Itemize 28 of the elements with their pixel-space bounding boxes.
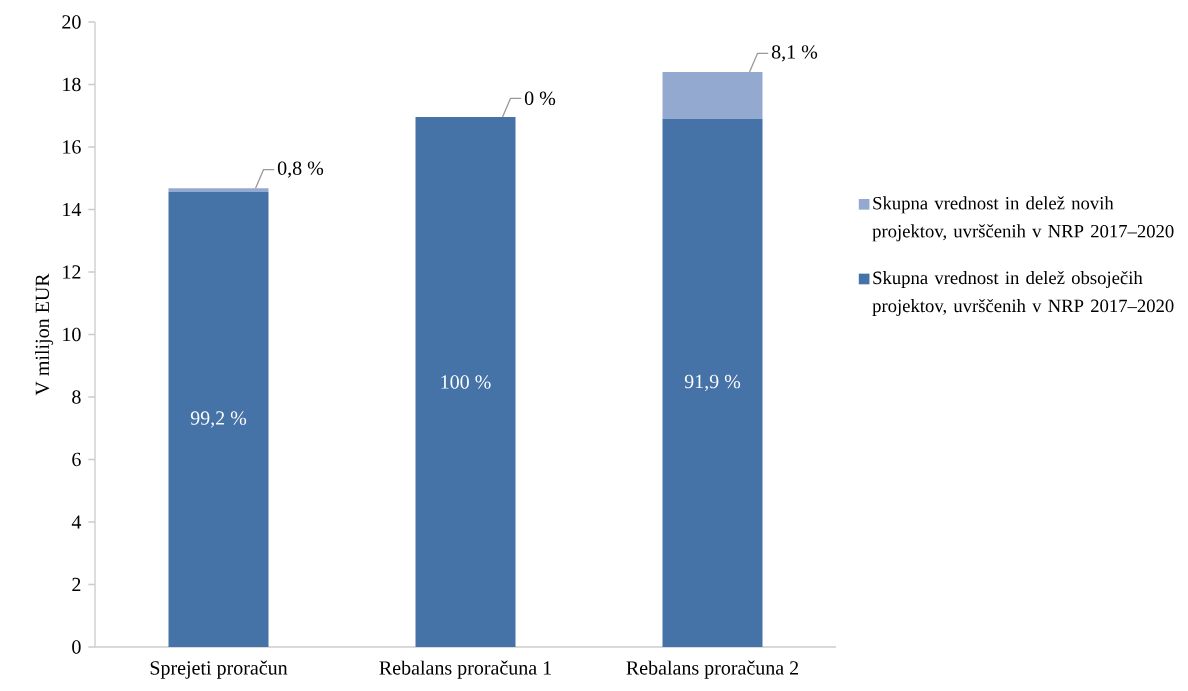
y-tick-label: 4	[71, 515, 82, 529]
y-tick-label: 20	[62, 15, 81, 29]
bar	[168, 191, 269, 647]
y-tick-label: 10	[63, 327, 81, 342]
annotation: 100 %	[441, 375, 491, 389]
bar	[662, 71, 763, 119]
bar	[662, 118, 763, 647]
x-tick-label: Rebalans proračuna 1	[379, 660, 551, 679]
bar	[168, 188, 269, 192]
annotation: 8,1 %	[771, 45, 818, 62]
annotation: 99,2 %	[190, 411, 247, 428]
y-tick-label: 18	[63, 77, 81, 92]
y-tick-label: 2	[72, 577, 81, 592]
annotation: 0,8 %	[277, 161, 324, 178]
legend-label: Skupna vrednost in delež novih projektov, uvrščenih v NRP 2017–2020	[872, 196, 1174, 242]
x-tick-label: Sprejeti proračun	[150, 660, 288, 679]
y-tick-label: 12	[63, 265, 81, 279]
y-tick-label: 6	[72, 452, 81, 467]
bar	[415, 116, 516, 647]
x-tick-label: Rebalans proračuna 2	[626, 660, 799, 679]
y-axis-title: V milijon EUR	[35, 273, 54, 396]
y-tick-label: 14	[63, 202, 82, 217]
y-tick-label: 8	[72, 390, 81, 404]
annotation: 0 %	[524, 91, 556, 106]
y-tick-label: 16	[63, 140, 81, 154]
legend-label: Skupna vrednost in delež obsoječih projektov, uvrščenih v NRP 2017–2020	[872, 271, 1174, 316]
y-tick-label: 0	[72, 640, 81, 654]
annotation: 91,9 %	[684, 374, 741, 392]
